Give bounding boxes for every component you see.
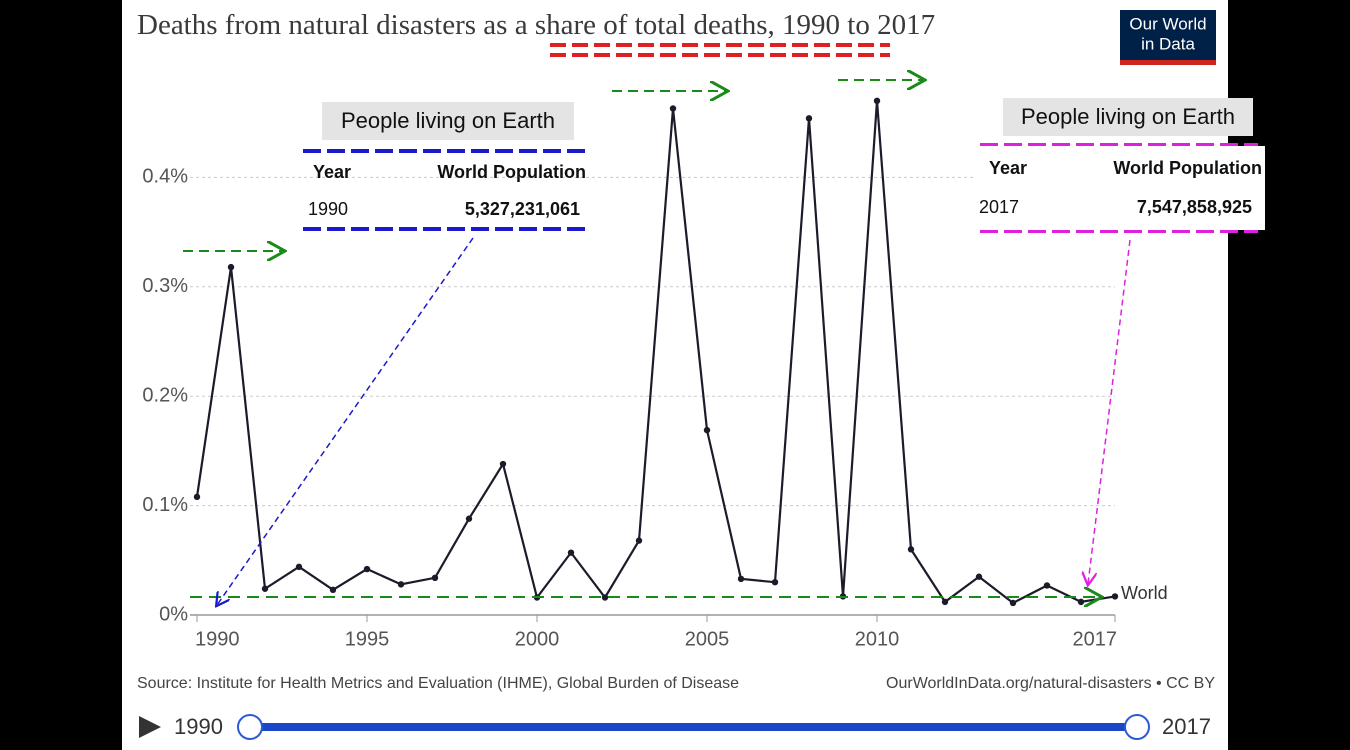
point — [669, 105, 677, 112]
tooltip-title: People living on Earth — [322, 102, 574, 140]
tooltip-cell: 2017 — [979, 197, 1020, 217]
series-label: World — [1121, 583, 1168, 603]
point — [873, 97, 881, 105]
url: OurWorldInData.org/natural-disasters • C… — [886, 675, 1215, 692]
logo-bar — [1120, 60, 1216, 65]
point — [431, 574, 439, 582]
point — [941, 598, 949, 606]
tooltip-header: Year — [313, 162, 352, 182]
timeline-handle[interactable] — [237, 714, 263, 740]
y-tick-label: 0.2% — [142, 384, 188, 406]
x-tick-label: 2017 — [1073, 628, 1118, 650]
tooltip-header: World Population — [437, 162, 586, 182]
point — [975, 573, 983, 580]
point — [295, 563, 303, 571]
y-tick-label: 0.1% — [142, 494, 188, 516]
arrow — [217, 237, 474, 605]
point — [1077, 598, 1085, 606]
point — [635, 537, 643, 544]
x-tick-label: 2005 — [685, 628, 730, 650]
timeline-start: 1990 — [174, 714, 223, 739]
logo-box — [1120, 10, 1216, 60]
point — [193, 493, 201, 501]
line — [195, 100, 1116, 605]
annotation-arrows — [183, 80, 1258, 605]
point — [737, 575, 745, 583]
chart-title: Deaths from natural disasters as a share… — [137, 9, 936, 41]
point — [703, 426, 711, 434]
tooltip: Year World Population 2017 7,547,858,925 — [975, 146, 1265, 230]
tooltip: Year World Population 1990 5,327,231,061 — [303, 152, 588, 228]
point — [771, 578, 779, 586]
point — [1009, 599, 1017, 607]
y-tick-label: 0.4% — [142, 166, 188, 188]
point — [805, 115, 813, 122]
timeline-handle[interactable] — [1124, 714, 1150, 740]
arrow — [1088, 239, 1131, 584]
y-tick-label: 0.3% — [142, 275, 188, 297]
point — [567, 549, 575, 556]
source: Source: Institute for Health Metrics and… — [137, 675, 739, 692]
point — [601, 594, 609, 601]
point — [907, 546, 915, 553]
y-tick-label: 0% — [159, 603, 188, 625]
point — [1111, 593, 1119, 600]
x-tick-label: 1995 — [345, 628, 390, 650]
plot: 0% 0.1% 0.2% 0.3% 0.4% 1990 1995 2000 2005 2010 20… — [142, 97, 1168, 650]
point — [465, 515, 473, 522]
point — [227, 263, 235, 271]
tooltip-title: People living on Earth — [1003, 98, 1253, 136]
tooltip-cell: 5,327,231,061 — [464, 199, 580, 219]
point — [261, 585, 269, 592]
timeline-end: 2017 — [1162, 714, 1211, 739]
point — [329, 586, 337, 594]
x-tick-label: 2000 — [515, 628, 560, 650]
tooltip-header: Year — [989, 158, 1028, 178]
logo-text: in Data — [1141, 34, 1195, 53]
x-tick-label: 2010 — [855, 628, 900, 650]
logo-text: Our World — [1129, 14, 1206, 33]
point — [397, 581, 405, 588]
point — [1043, 582, 1051, 589]
point — [363, 565, 371, 573]
tooltip-cell: 7,547,858,925 — [1136, 197, 1252, 217]
tooltip-header: World Population — [1113, 158, 1262, 178]
point — [499, 460, 507, 468]
play-button[interactable] — [139, 716, 161, 738]
tooltip-cell: 1990 — [308, 199, 349, 219]
x-tick-label: 1990 — [195, 628, 240, 650]
